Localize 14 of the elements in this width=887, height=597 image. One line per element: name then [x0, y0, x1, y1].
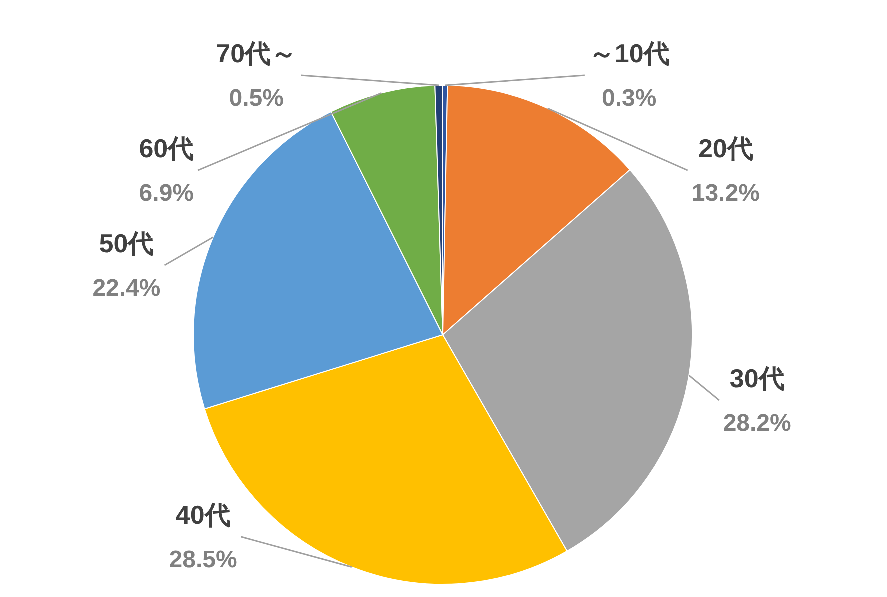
data-label: 6.9% — [139, 180, 194, 208]
slice-label: 40代 — [176, 500, 231, 530]
slice-label: 30代 — [730, 364, 785, 394]
data-label: 22.4% — [92, 275, 161, 302]
data-label: 0.3% — [602, 85, 657, 112]
data-label: 0.5% — [229, 85, 284, 112]
data-label: 13.2% — [692, 180, 760, 208]
data-label: 28.2% — [723, 410, 792, 438]
slice-label: 20代 — [698, 134, 754, 164]
slice-label: 60代 — [139, 134, 194, 164]
slice-label: 50代 — [99, 228, 154, 259]
data-label: 28.5% — [169, 546, 238, 574]
slice-label: ～10代 — [588, 38, 670, 69]
slice-label: 70代～ — [216, 38, 298, 69]
